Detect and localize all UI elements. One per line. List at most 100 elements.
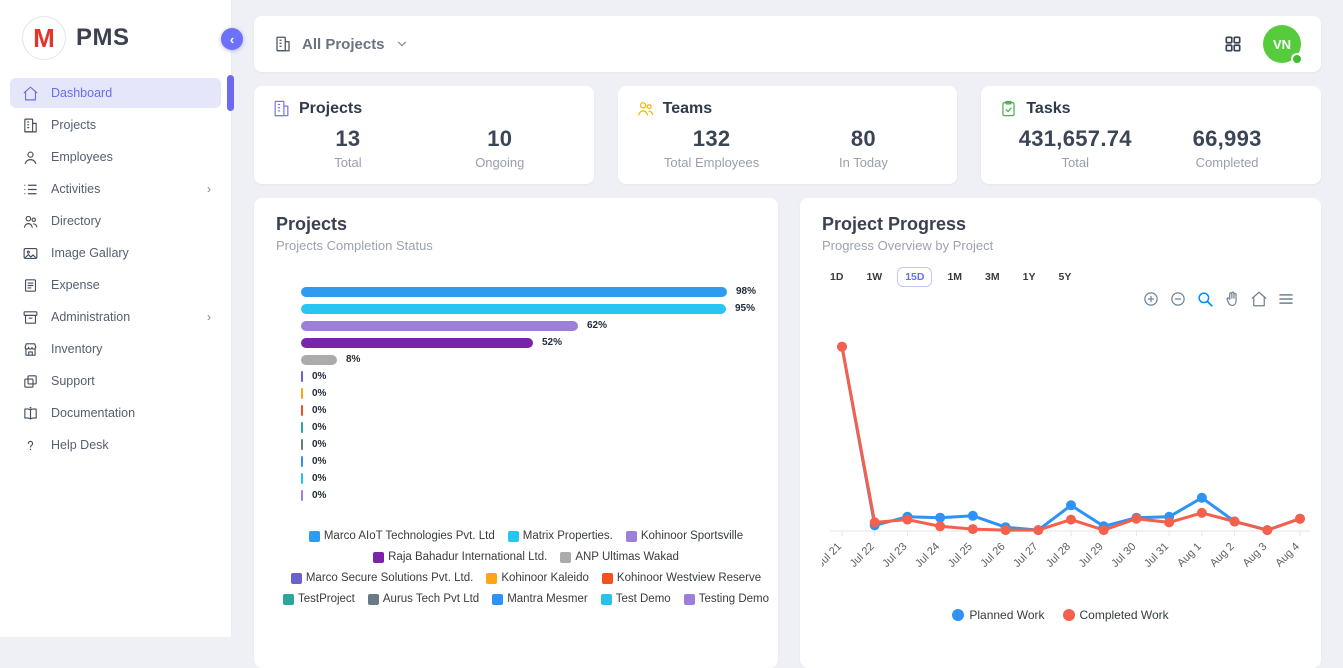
range-button-3m[interactable]: 3M xyxy=(977,267,1008,287)
legend-item[interactable]: Testing Demo xyxy=(683,593,769,605)
legend-label: ANP Ultimas Wakad xyxy=(575,551,679,563)
legend-label: Aurus Tech Pvt Ltd xyxy=(382,593,480,605)
legend-item[interactable]: Planned Work xyxy=(952,608,1045,622)
legend-swatch xyxy=(308,530,320,542)
bar-fill xyxy=(301,422,303,433)
bar-row: 0% xyxy=(301,436,756,453)
bar-fill xyxy=(301,439,303,450)
people-icon xyxy=(22,213,39,230)
sidebar-item-image-gallary[interactable]: Image Gallary xyxy=(10,238,221,268)
bar-value-label: 0% xyxy=(312,388,327,399)
archive-icon xyxy=(22,309,39,326)
stat-card-tasks: Tasks 431,657.74 Total 66,993 Completed xyxy=(981,86,1322,184)
legend-swatch xyxy=(290,572,302,584)
legend-item[interactable]: Aurus Tech Pvt Ltd xyxy=(367,593,480,605)
range-button-5y[interactable]: 5Y xyxy=(1050,267,1079,287)
sidebar-item-support[interactable]: Support xyxy=(10,366,221,396)
legend-label: Marco AIoT Technologies Pvt. Ltd xyxy=(323,530,495,542)
range-button-1w[interactable]: 1W xyxy=(858,267,890,287)
building-icon xyxy=(272,99,291,118)
stat-metric-label: In Today xyxy=(838,155,888,170)
legend-item[interactable]: Marco Secure Solutions Pvt. Ltd. xyxy=(290,572,473,584)
sidebar-item-label: Support xyxy=(51,374,95,388)
stat-card-teams: Teams 132 Total Employees 80 In Today xyxy=(617,86,958,184)
svg-text:Jul 24: Jul 24 xyxy=(913,541,942,570)
project-filter-label: All Projects xyxy=(302,35,385,53)
sidebar-item-help-desk[interactable]: Help Desk xyxy=(10,430,221,460)
sidebar-item-inventory[interactable]: Inventory xyxy=(10,334,221,364)
range-button-1m[interactable]: 1M xyxy=(939,267,970,287)
selection-zoom-icon[interactable] xyxy=(1196,290,1214,308)
sidebar-item-label: Inventory xyxy=(51,342,103,356)
sidebar-item-employees[interactable]: Employees xyxy=(10,142,221,172)
menu-icon[interactable] xyxy=(1277,290,1295,308)
range-button-1d[interactable]: 1D xyxy=(822,267,851,287)
pan-icon[interactable] xyxy=(1223,290,1241,308)
bar-row: 0% xyxy=(301,487,756,504)
logo-mark-icon: M xyxy=(22,16,66,60)
sidebar-item-documentation[interactable]: Documentation xyxy=(10,398,221,428)
legend-swatch xyxy=(600,593,612,605)
sidebar-item-directory[interactable]: Directory xyxy=(10,206,221,236)
legend-item[interactable]: Kohinoor Sportsville xyxy=(625,530,744,542)
sidebar-item-administration[interactable]: Administration › xyxy=(10,302,221,332)
zoom-in-icon[interactable] xyxy=(1142,290,1160,308)
bar-row: 0% xyxy=(301,402,756,419)
legend-swatch xyxy=(507,530,519,542)
legend-label: Kohinoor Westview Reserve xyxy=(616,572,762,584)
apps-grid-icon[interactable] xyxy=(1223,34,1243,54)
legend-item[interactable]: TestProject xyxy=(282,593,355,605)
legend-item[interactable]: Kohinoor Westview Reserve xyxy=(601,572,762,584)
building-icon xyxy=(274,35,292,53)
legend-item[interactable]: Marco AIoT Technologies Pvt. Ltd xyxy=(308,530,495,542)
home-icon[interactable] xyxy=(1250,290,1268,308)
bar-value-label: 0% xyxy=(312,371,327,382)
sidebar-collapse-button[interactable]: ‹ xyxy=(221,28,243,50)
question-icon xyxy=(22,437,39,454)
legend-item[interactable]: Matrix Properties. xyxy=(507,530,613,542)
bar-row: 0% xyxy=(301,453,756,470)
bar-value-label: 0% xyxy=(312,490,327,501)
legend-item[interactable]: ANP Ultimas Wakad xyxy=(560,551,679,563)
chevron-right-icon: › xyxy=(207,182,211,196)
zoom-out-icon[interactable] xyxy=(1169,290,1187,308)
sidebar-item-projects[interactable]: Projects xyxy=(10,110,221,140)
user-avatar[interactable]: VN xyxy=(1263,25,1303,65)
svg-text:Aug 1: Aug 1 xyxy=(1175,541,1204,570)
bar-value-label: 0% xyxy=(312,405,327,416)
legend-item[interactable]: Test Demo xyxy=(600,593,671,605)
legend-label: Test Demo xyxy=(615,593,671,605)
legend-swatch xyxy=(601,572,613,584)
online-status-dot xyxy=(1291,53,1303,65)
store-icon xyxy=(22,341,39,358)
bar-fill xyxy=(301,303,726,314)
sidebar-item-label: Projects xyxy=(51,118,97,132)
legend-swatch xyxy=(492,593,504,605)
sidebar-item-activities[interactable]: Activities › xyxy=(10,174,221,204)
project-filter-dropdown[interactable]: All Projects xyxy=(274,35,409,53)
range-button-15d[interactable]: 15D xyxy=(897,267,933,287)
svg-text:Jul 25: Jul 25 xyxy=(946,541,975,570)
range-button-1y[interactable]: 1Y xyxy=(1015,267,1044,287)
legend-item[interactable]: Mantra Mesmer xyxy=(492,593,588,605)
stat-metric-value: 10 xyxy=(487,126,513,151)
bar-value-label: 95% xyxy=(735,303,756,314)
panel-subtitle: Projects Completion Status xyxy=(276,238,433,253)
legend-item[interactable]: Raja Bahadur International Ltd. xyxy=(373,551,547,563)
panel-subtitle: Progress Overview by Project xyxy=(822,238,994,253)
app-name: PMS xyxy=(76,24,130,51)
bar-fill xyxy=(301,456,303,467)
main-content: All Projects VN Projects 13 Tot xyxy=(232,0,1343,668)
sidebar-item-expense[interactable]: Expense xyxy=(10,270,221,300)
legend-item[interactable]: Kohinoor Kaleido xyxy=(486,572,589,584)
sidebar-item-dashboard[interactable]: Dashboard xyxy=(10,75,234,111)
sidebar-item-label: Dashboard xyxy=(51,86,113,100)
bar-row: 0% xyxy=(301,385,756,402)
bar-row: 0% xyxy=(301,419,756,436)
stat-metric-label: Total xyxy=(1061,155,1089,170)
line-chart-svg: Jul 21 Jul 22 Jul 23 Jul 24 Jul 25 Jul 26 Jul … xyxy=(815,341,1310,570)
legend-item[interactable]: Completed Work xyxy=(1062,608,1169,622)
stat-metric-label: Total xyxy=(334,155,362,170)
legend-swatch xyxy=(486,572,498,584)
legend-label: Kohinoor Sportsville xyxy=(640,530,744,542)
